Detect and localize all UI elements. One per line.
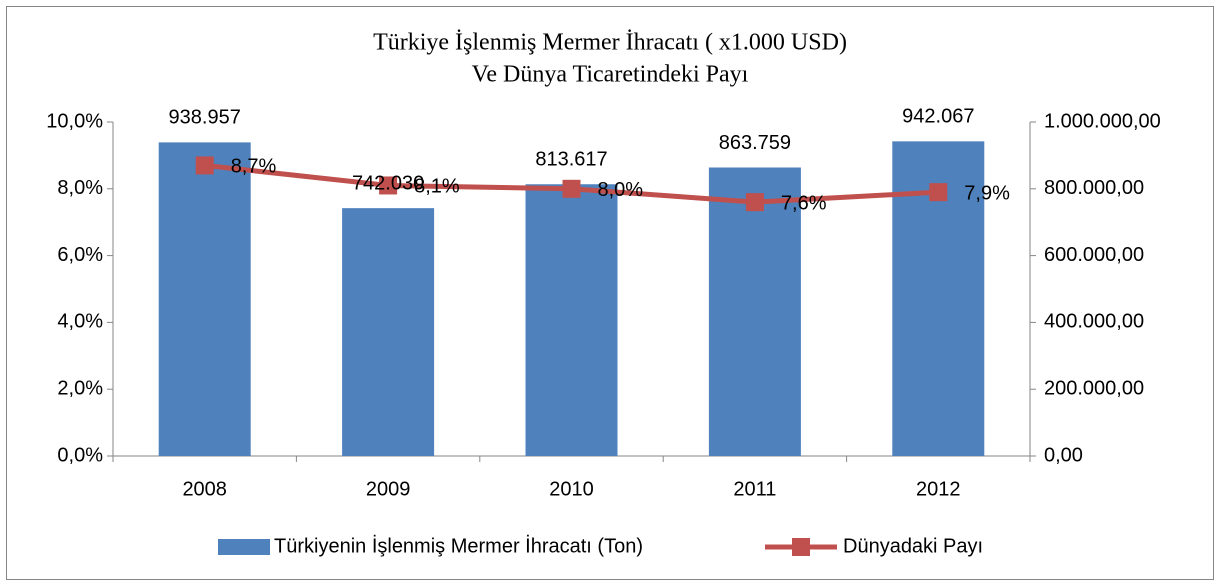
chart-title: Türkiye İşlenmiş Mermer İhracatı ( x1.00… <box>373 30 847 56</box>
bar <box>525 184 618 456</box>
line-marker <box>379 176 398 195</box>
data-label: 8,0% <box>598 179 644 201</box>
data-label: 7,6% <box>781 192 827 214</box>
data-label: 7,9% <box>964 182 1010 204</box>
data-label: 938.957 <box>169 107 241 129</box>
data-label: 863.759 <box>719 132 791 154</box>
data-label: 942.067 <box>902 106 974 128</box>
x-tick-label: 2011 <box>733 478 776 500</box>
bar <box>342 208 435 456</box>
x-tick-label: 2009 <box>366 478 411 500</box>
chart-title: Ve Dünya Ticaretindeki Payı <box>472 62 749 88</box>
bar <box>708 167 801 456</box>
x-tick-label: 2008 <box>182 478 227 500</box>
data-label: 8,1% <box>414 176 460 198</box>
y-tick-label: 8,0% <box>57 177 103 199</box>
legend-label: Dünyadaki Payı <box>843 535 983 557</box>
data-label: 813.617 <box>535 149 607 171</box>
line-marker <box>562 179 581 198</box>
y2-tick-label: 800.000,00 <box>1044 177 1144 199</box>
line-marker <box>929 183 948 202</box>
y-tick-label: 4,0% <box>57 311 103 333</box>
y-tick-label: 10,0% <box>46 110 103 132</box>
y2-tick-label: 400.000,00 <box>1044 311 1144 333</box>
x-tick-label: 2010 <box>549 478 594 500</box>
y-tick-label: 6,0% <box>57 244 103 266</box>
line-marker <box>195 156 214 175</box>
x-tick-label: 2012 <box>916 478 961 500</box>
legend-label: Türkiyenin İşlenmiş Mermer İhracatı (Ton… <box>274 534 643 557</box>
y-tick-label: 0,0% <box>57 444 103 466</box>
y2-tick-label: 200.000,00 <box>1044 377 1144 399</box>
data-label: 742.030 <box>352 172 424 194</box>
bar <box>158 142 251 456</box>
line-marker <box>745 193 764 212</box>
y2-tick-label: 600.000,00 <box>1044 244 1144 266</box>
legend-swatch <box>792 538 810 556</box>
y-tick-label: 2,0% <box>57 377 103 399</box>
legend-swatch <box>218 539 270 555</box>
data-label: 8,7% <box>231 156 277 178</box>
y2-tick-label: 1.000.000,00 <box>1044 110 1161 132</box>
y2-tick-label: 0,00 <box>1044 444 1083 466</box>
